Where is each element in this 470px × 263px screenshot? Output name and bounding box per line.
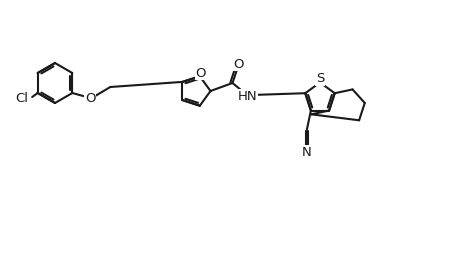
Text: S: S xyxy=(316,73,324,85)
Text: N: N xyxy=(302,146,312,159)
Text: O: O xyxy=(85,92,95,104)
Text: Cl: Cl xyxy=(16,93,29,105)
Text: HN: HN xyxy=(238,89,257,103)
Text: O: O xyxy=(233,58,244,70)
Text: O: O xyxy=(196,67,206,80)
